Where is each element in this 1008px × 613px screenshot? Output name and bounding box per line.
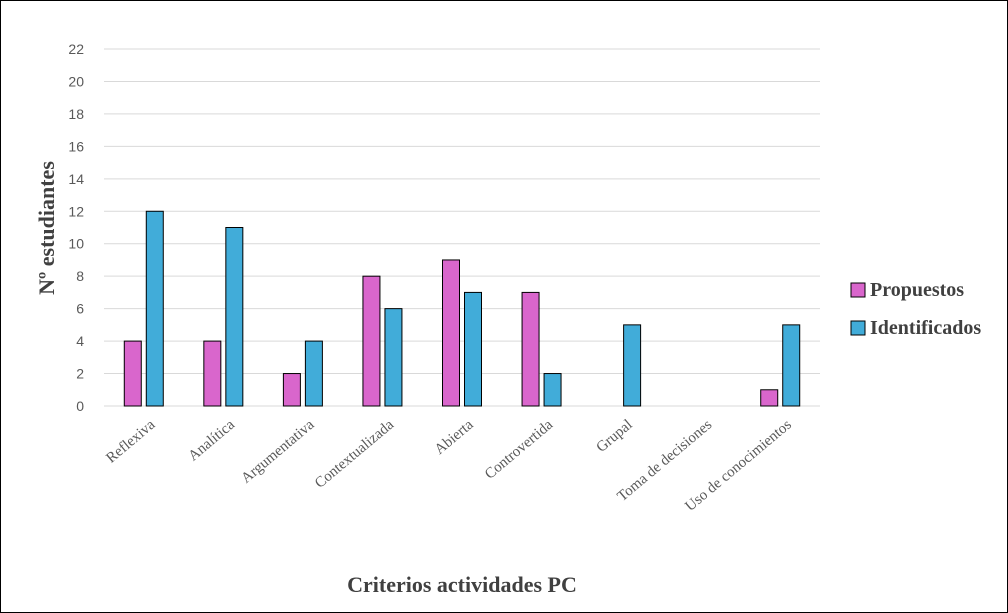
- bar-identificados-6: [623, 324, 642, 407]
- bar-identificados-1: [225, 227, 244, 407]
- y-tick-label: 22: [68, 41, 84, 57]
- legend-label: Propuestos: [870, 279, 964, 301]
- bar-identificados-0: [145, 210, 164, 407]
- bar-propuestos-3: [362, 275, 381, 407]
- y-tick-label: 16: [68, 138, 84, 154]
- y-tick-label: 20: [68, 73, 84, 89]
- y-tick-label: 8: [76, 268, 84, 284]
- y-tick-label: 2: [76, 366, 84, 382]
- bar-identificados-4: [464, 291, 482, 407]
- legend: Propuestos Identificados: [850, 279, 981, 339]
- bar-identificados-3: [384, 308, 403, 407]
- y-tick-label: 4: [76, 333, 84, 349]
- y-tick-label: 14: [68, 171, 84, 187]
- y-tick-label: 18: [68, 106, 84, 122]
- bar-propuestos-2: [282, 373, 301, 407]
- bar-propuestos-5: [521, 291, 540, 407]
- bar-identificados-8: [782, 324, 801, 407]
- y-axis-title: Nº estudiantes: [34, 161, 59, 295]
- y-tick-label: 10: [68, 236, 84, 252]
- bar-propuestos-1: [203, 340, 222, 407]
- bar-identificados-5: [543, 373, 562, 407]
- y-tick-label: 0: [76, 398, 84, 414]
- bar-propuestos-8: [760, 389, 779, 407]
- legend-swatch: [850, 320, 866, 336]
- legend-label: Identificados: [870, 317, 981, 339]
- bar-propuestos-4: [442, 259, 460, 407]
- bar-propuestos-0: [123, 340, 142, 407]
- bar-identificados-2: [304, 340, 323, 407]
- x-axis-title: Criterios actividades PC: [347, 572, 577, 597]
- y-tick-label: 12: [68, 203, 84, 219]
- y-tick-label: 6: [76, 301, 84, 317]
- legend-swatch: [850, 282, 866, 298]
